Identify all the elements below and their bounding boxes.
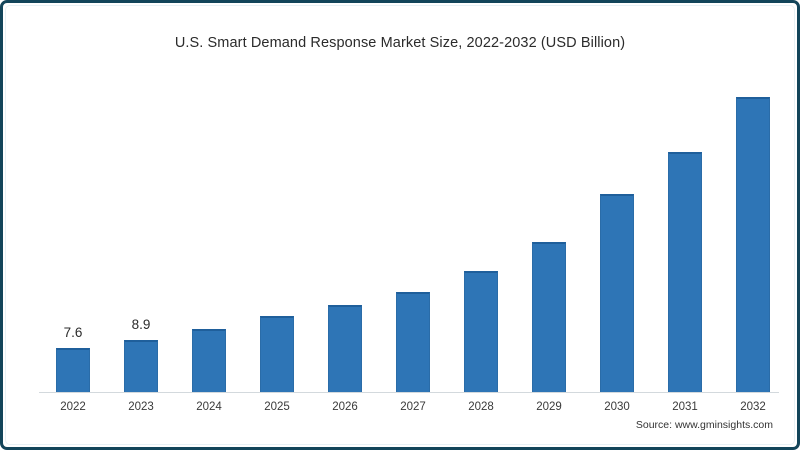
x-axis-tick-label: 2032: [740, 401, 766, 413]
bar: [396, 291, 430, 393]
bar: [192, 329, 226, 393]
x-axis-tick-label: 2026: [332, 401, 358, 413]
source-attribution: Source: www.gminsights.com: [635, 419, 773, 431]
plot-area: 7.6 8.9: [39, 73, 779, 393]
bar-slot: [243, 73, 311, 393]
x-axis-tick-label: 2024: [196, 401, 222, 413]
bar: [56, 347, 90, 393]
x-axis-tick-label: 2029: [536, 401, 562, 413]
bar-slot: [311, 73, 379, 393]
bar: [328, 304, 362, 393]
bar-slot: [583, 73, 651, 393]
bar: [668, 151, 702, 393]
x-axis-line: [39, 392, 779, 393]
x-axis-tick-label: 2022: [60, 401, 86, 413]
bar: [464, 270, 498, 393]
bar: [600, 194, 634, 393]
bar-slot: 7.6: [39, 73, 107, 393]
x-axis-tick-label: 2027: [400, 401, 426, 413]
bar-slot: [175, 73, 243, 393]
x-axis-tick-label: 2023: [128, 401, 154, 413]
chart-title: U.S. Smart Demand Response Market Size, …: [174, 35, 626, 51]
bar: [124, 340, 158, 393]
bar-slot: [651, 73, 719, 393]
bar-series: 7.6 8.9: [39, 73, 779, 393]
bar-slot: [379, 73, 447, 393]
bar-value-label: 8.9: [131, 317, 151, 333]
x-axis-tick-label: 2028: [468, 401, 494, 413]
x-axis-labels: 2022 2023 2024 2025 2026 2027 2028 2029 2030 2031…: [39, 401, 779, 421]
bar-slot: [447, 73, 515, 393]
bar-slot: [719, 73, 787, 393]
bar-slot: [515, 73, 583, 393]
bar: [736, 96, 770, 393]
x-axis-tick-label: 2031: [672, 401, 698, 413]
bar: [260, 315, 294, 393]
bar-value-label: 7.6: [63, 324, 83, 340]
x-axis-tick-label: 2030: [604, 401, 630, 413]
bar: [532, 241, 566, 393]
x-axis-tick-label: 2025: [264, 401, 290, 413]
bar-slot: 8.9: [107, 73, 175, 393]
